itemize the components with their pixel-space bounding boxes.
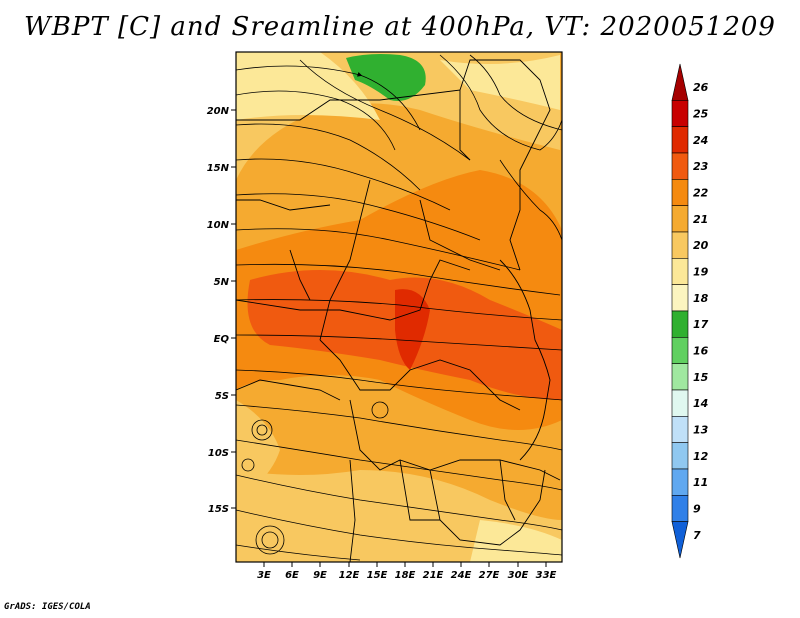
lat-labels: 20N 15N 10N 5N EQ 5S 10S 15S bbox=[207, 106, 230, 515]
lat-label: EQ bbox=[214, 334, 230, 345]
colorbar-label: 14 bbox=[693, 397, 708, 410]
lon-label: 3E bbox=[257, 570, 271, 581]
colorbar-label: 11 bbox=[693, 476, 708, 489]
colorbar-swatch bbox=[671, 389, 689, 417]
country-borders bbox=[236, 59, 561, 562]
colorbar-swatch bbox=[671, 100, 689, 127]
lon-label: 30E bbox=[508, 570, 529, 581]
colorbar-swatch bbox=[671, 284, 689, 312]
lon-label: 15E bbox=[367, 570, 388, 581]
colorbar-swatch bbox=[671, 521, 689, 559]
colorbar-label: 25 bbox=[693, 108, 709, 121]
colorbar-swatch bbox=[671, 205, 689, 233]
colorbar-label: 16 bbox=[693, 345, 709, 358]
colorbar-label: 21 bbox=[693, 213, 708, 226]
colorbar-label: 15 bbox=[693, 371, 709, 384]
colorbar: 26 25 24 23 22 21 20 19 18 17 16 15 14 13 12 11 9 7 bbox=[671, 63, 709, 559]
streamlines bbox=[236, 54, 562, 561]
lon-axis bbox=[263, 562, 547, 567]
lon-label: 9E bbox=[313, 570, 327, 581]
colorbar-swatch bbox=[671, 310, 689, 338]
lon-label: 6E bbox=[285, 570, 299, 581]
colorbar-label: 17 bbox=[693, 318, 709, 331]
colorbar-label: 19 bbox=[693, 266, 709, 279]
colorbar-label: 24 bbox=[693, 134, 708, 147]
lat-label: 20N bbox=[207, 106, 230, 117]
colorbar-swatch bbox=[671, 442, 689, 470]
lat-label: 15N bbox=[207, 163, 230, 174]
colorbar-label: 13 bbox=[693, 424, 709, 437]
colorbar-swatch bbox=[671, 258, 689, 285]
colorbar-swatch bbox=[671, 468, 689, 496]
colorbar-swatch bbox=[671, 63, 689, 101]
lat-label: 5S bbox=[215, 391, 229, 402]
lat-label: 15S bbox=[208, 504, 229, 515]
lon-label: 24E bbox=[451, 570, 472, 581]
colorbar-swatch bbox=[671, 363, 689, 391]
colorbar-swatch bbox=[671, 337, 689, 364]
colorbar-label: 22 bbox=[693, 187, 709, 200]
lat-axis bbox=[231, 109, 236, 509]
colorbar-swatch bbox=[671, 416, 689, 443]
colorbar-label: 12 bbox=[693, 450, 709, 463]
colorbar-swatch bbox=[671, 126, 689, 154]
colorbar-label: 23 bbox=[693, 160, 709, 173]
lat-label: 10N bbox=[207, 220, 230, 231]
lon-label: 21E bbox=[423, 570, 444, 581]
colorbar-swatch bbox=[671, 495, 689, 522]
lon-label: 12E bbox=[339, 570, 360, 581]
map-title: WBPT [C] and Sreamline at 400hPa, VT: 20… bbox=[24, 12, 776, 42]
lon-label: 27E bbox=[479, 570, 500, 581]
lon-labels: 3E 6E 9E 12E 15E 18E 21E 24E 27E 30E 33E bbox=[257, 570, 556, 581]
lat-label: 10S bbox=[208, 448, 229, 459]
colorbar-label: 20 bbox=[693, 239, 709, 252]
map-frame bbox=[235, 51, 563, 563]
colorbar-label: 26 bbox=[693, 81, 709, 94]
colorbar-label: 9 bbox=[693, 503, 701, 516]
lat-label: 5N bbox=[214, 277, 230, 288]
colorbar-swatch bbox=[671, 231, 689, 259]
colorbar-label: 7 bbox=[693, 529, 701, 542]
colorbar-swatch bbox=[671, 179, 689, 206]
colorbar-swatch bbox=[671, 152, 689, 180]
colorbar-label: 18 bbox=[693, 292, 709, 305]
lon-label: 33E bbox=[536, 570, 557, 581]
grads-credit: GrADS: IGES/COLA bbox=[4, 602, 91, 612]
lon-label: 18E bbox=[395, 570, 416, 581]
